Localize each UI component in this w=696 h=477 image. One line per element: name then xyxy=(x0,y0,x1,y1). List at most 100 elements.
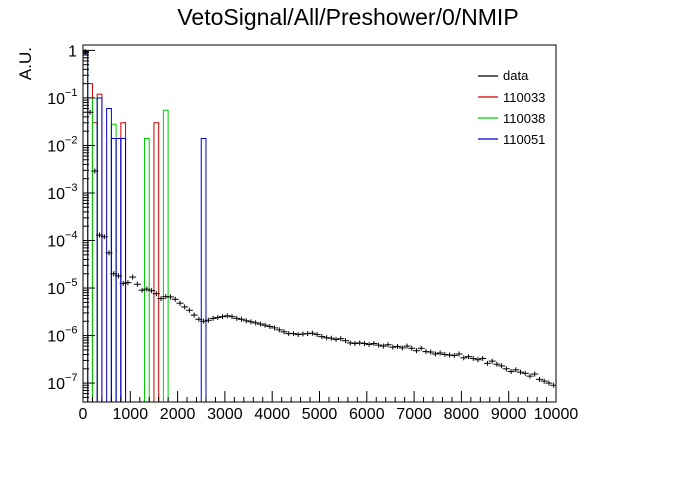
bar-110051-5 xyxy=(120,138,127,402)
point-data-33 xyxy=(237,316,245,322)
y-tick-label-7: 10 xyxy=(47,376,65,393)
point-data-58 xyxy=(356,340,364,346)
point-data-64 xyxy=(384,342,392,348)
point-data-49 xyxy=(313,332,321,338)
legend-entry-data-label: data xyxy=(503,68,529,83)
bar-110051-3 xyxy=(110,138,117,402)
y-tick-exponent-4: −4 xyxy=(65,230,78,242)
point-data-61 xyxy=(370,341,378,347)
point-data-65 xyxy=(389,344,397,350)
bar-110038-3 xyxy=(143,138,150,402)
y-tick-label-2: 10 xyxy=(47,138,65,155)
point-data-35 xyxy=(247,319,255,325)
point-data-78 xyxy=(450,353,458,359)
point-data-66 xyxy=(394,343,402,349)
point-data-91 xyxy=(512,367,520,373)
point-data-93 xyxy=(521,370,529,376)
point-data-77 xyxy=(446,352,454,358)
y-tick-exponent-3: −3 xyxy=(65,182,78,194)
point-data-9 xyxy=(124,280,132,286)
point-data-19 xyxy=(171,296,179,302)
point-data-98 xyxy=(545,380,553,386)
point-data-97 xyxy=(540,378,548,384)
point-data-8 xyxy=(119,280,127,286)
point-data-56 xyxy=(346,340,354,346)
point-data-69 xyxy=(408,345,416,351)
point-data-57 xyxy=(351,341,359,347)
x-tick-label-1: 1000 xyxy=(113,406,149,423)
point-data-94 xyxy=(526,373,534,379)
x-tick-label-4: 4000 xyxy=(254,406,290,423)
point-data-89 xyxy=(502,366,510,372)
point-data-14 xyxy=(148,288,156,294)
point-data-42 xyxy=(280,329,288,335)
y-tick-exponent-5: −5 xyxy=(65,277,78,289)
y-axis-label: A.U. xyxy=(16,47,35,80)
point-data-29 xyxy=(219,314,227,320)
x-tick-label-6: 6000 xyxy=(349,406,385,423)
point-data-26 xyxy=(204,317,212,323)
point-data-21 xyxy=(181,304,189,310)
point-data-50 xyxy=(318,334,326,340)
x-tick-label-9: 9000 xyxy=(491,406,527,423)
x-tick-label-8: 8000 xyxy=(444,406,480,423)
point-data-28 xyxy=(214,314,222,320)
point-data-15 xyxy=(152,291,160,297)
point-data-60 xyxy=(365,341,373,347)
point-data-96 xyxy=(535,376,543,382)
point-data-67 xyxy=(398,345,406,351)
x-tick-label-5: 5000 xyxy=(302,406,338,423)
point-data-37 xyxy=(256,321,264,327)
point-data-3 xyxy=(96,232,104,238)
x-tick-label-0: 0 xyxy=(79,406,88,423)
point-data-82 xyxy=(469,355,477,361)
point-data-62 xyxy=(375,342,383,348)
point-data-36 xyxy=(252,320,260,326)
point-data-40 xyxy=(271,325,279,331)
bar-110033-3 xyxy=(96,93,103,402)
y-tick-label-0: 1 xyxy=(68,43,77,60)
point-data-52 xyxy=(327,335,335,341)
bar-110033-5 xyxy=(153,122,160,402)
y-tick-exponent-2: −2 xyxy=(65,134,78,146)
point-data-81 xyxy=(464,354,472,360)
point-data-11 xyxy=(133,281,141,287)
point-data-75 xyxy=(436,350,444,356)
y-tick-label-1: 10 xyxy=(47,91,65,108)
point-data-63 xyxy=(379,343,387,349)
plot-series xyxy=(83,48,556,402)
point-data-83 xyxy=(474,357,482,363)
point-data-70 xyxy=(412,348,420,354)
x-tick-label-3: 3000 xyxy=(207,406,243,423)
y-tick-label-5: 10 xyxy=(47,281,65,298)
point-data-48 xyxy=(308,330,316,336)
point-data-76 xyxy=(441,351,449,357)
bar-110051-4 xyxy=(115,138,122,402)
point-data-24 xyxy=(195,316,203,322)
point-data-44 xyxy=(289,331,297,337)
axes: 0 1000 2000 3000 4000 5000 6000 7000 8000 9000 100… xyxy=(47,43,578,423)
legend-entry-110038-label: 110038 xyxy=(503,111,545,126)
x-tick-label-10: 10000 xyxy=(534,406,579,423)
point-data-32 xyxy=(233,315,241,321)
point-data-39 xyxy=(266,324,274,330)
point-data-13 xyxy=(143,286,151,292)
point-data-68 xyxy=(403,343,411,349)
point-data-92 xyxy=(517,369,525,375)
bar-110033-2 xyxy=(91,122,98,402)
point-data-86 xyxy=(488,358,496,364)
point-data-79 xyxy=(455,351,463,357)
point-data-45 xyxy=(294,332,302,338)
point-data-22 xyxy=(185,307,193,313)
point-data-90 xyxy=(507,369,515,375)
point-data-80 xyxy=(460,355,468,361)
legend: data 110033 110038 110051 xyxy=(478,68,545,147)
point-data-88 xyxy=(498,363,506,369)
bar-110038-4 xyxy=(162,109,169,402)
point-data-53 xyxy=(332,336,340,342)
point-data-18 xyxy=(167,294,175,300)
bar-110033-4 xyxy=(120,122,127,402)
point-data-59 xyxy=(360,341,368,347)
